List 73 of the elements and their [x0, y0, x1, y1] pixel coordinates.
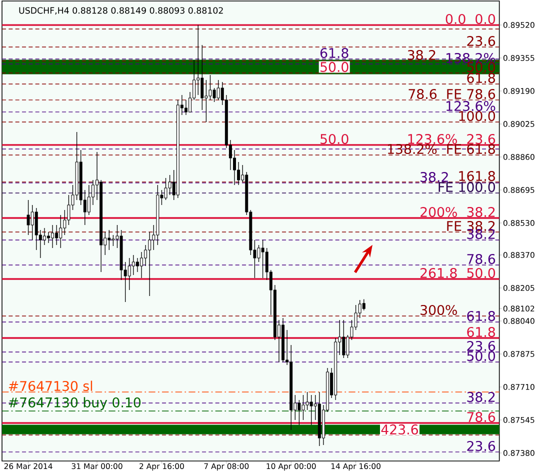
- candlestick: [200, 44, 204, 110]
- candlestick: [302, 394, 305, 420]
- annotation: #7647130 buy 0.10: [8, 397, 141, 410]
- candlestick: [196, 24, 200, 96]
- candlestick: [342, 320, 346, 358]
- candlestick: [42, 228, 46, 246]
- annotation: 138.2%: [388, 144, 437, 154]
- candlestick: [168, 174, 172, 196]
- annotation: 50.0: [320, 134, 348, 144]
- annotation: 161.8: [459, 170, 495, 182]
- annotation: 61.8: [467, 326, 495, 338]
- annotation: FE 78.6: [447, 88, 496, 100]
- annotation: 78.6: [467, 254, 496, 264]
- annotation: 100.0: [459, 110, 496, 122]
- annotation: 0.0: [476, 14, 496, 24]
- candlestick: [298, 400, 301, 426]
- candlestick: [306, 392, 309, 410]
- candlestick: [140, 252, 143, 278]
- band-label: 423.6: [381, 424, 418, 435]
- annotation: 38.2: [467, 228, 495, 240]
- candlestick: [67, 194, 70, 226]
- annotation: 23.6: [467, 440, 496, 452]
- candlestick: [30, 204, 34, 240]
- annotation: 50.0: [467, 350, 496, 362]
- annotation: 300%: [420, 304, 457, 316]
- annotation: 123.6%: [408, 134, 457, 144]
- candlestick: [204, 80, 208, 122]
- candlestick: [164, 178, 168, 200]
- annotation: 261.8: [420, 268, 457, 278]
- annotation: 0.0: [446, 14, 466, 24]
- candlestick: [208, 74, 212, 100]
- candlestick: [34, 208, 38, 250]
- candlestick: [148, 232, 152, 296]
- annotation: 61.8: [320, 48, 348, 58]
- annotation: 50.0: [467, 62, 496, 72]
- candlestick: [26, 200, 30, 236]
- band-label: 50.0: [320, 62, 348, 72]
- candlestick: [108, 230, 111, 250]
- annotation: 61.8: [467, 310, 495, 322]
- candlestick: [362, 298, 366, 311]
- candlestick: [212, 88, 216, 102]
- candlestick: [237, 162, 240, 186]
- candlestick: [261, 240, 264, 278]
- candlestick: [59, 214, 62, 248]
- annotation: 200%: [420, 206, 457, 218]
- candlestick: [257, 244, 260, 262]
- annotation: 61.8: [467, 72, 495, 84]
- candlestick: [51, 224, 54, 248]
- text: USDCHF,H4 0.88128 0.88149 0.88093 0.88102: [19, 7, 223, 15]
- candlestick: [310, 394, 313, 426]
- annotation: 50.0: [467, 268, 496, 278]
- candlestick: [112, 234, 115, 246]
- candlestick: [132, 254, 135, 276]
- annotation: 23.6: [467, 134, 496, 144]
- annotation: 123.6%: [446, 100, 496, 112]
- annotation: #7647130 sl: [8, 380, 92, 392]
- candlestick: [47, 232, 50, 244]
- annotation: 23.6: [467, 36, 496, 46]
- annotation: 23.6: [467, 340, 496, 352]
- annotation: FE 61.8: [447, 144, 495, 154]
- candlestick: [87, 184, 90, 216]
- annotation: 38.2: [408, 50, 436, 60]
- candlestick: [184, 100, 188, 116]
- annotation: 38.2: [467, 392, 495, 402]
- candlestick: [55, 224, 58, 246]
- candlestick: [128, 258, 131, 290]
- annotation: 38.2: [467, 206, 495, 218]
- annotation: 78.6: [408, 88, 437, 100]
- candlestick: [136, 258, 139, 272]
- annotation: 38.2: [420, 172, 448, 182]
- candlestick: [216, 80, 220, 100]
- annotation: 78.6: [467, 412, 496, 422]
- annotation: FE 100.0: [438, 182, 496, 192]
